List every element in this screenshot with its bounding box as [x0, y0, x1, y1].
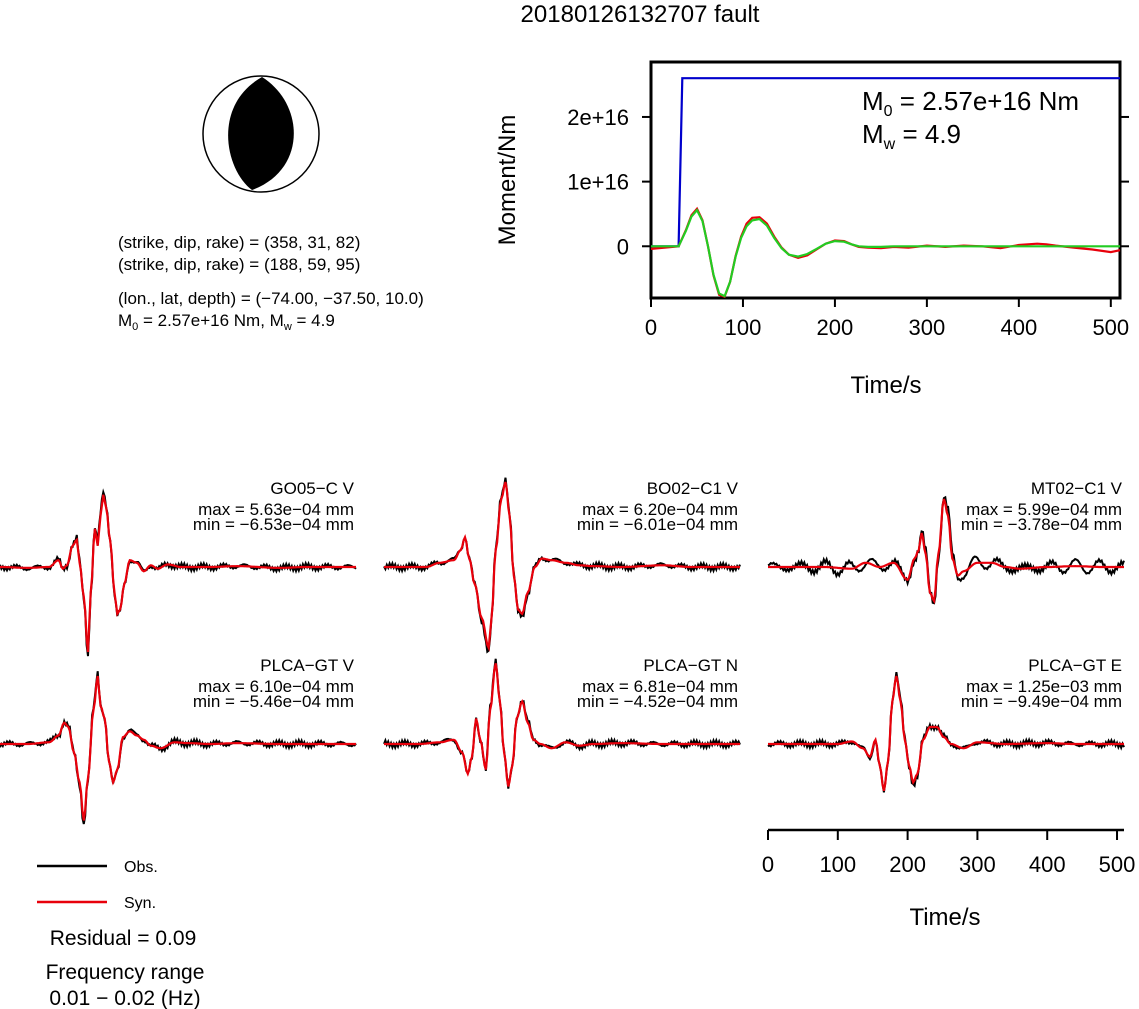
trace-min-label: min = −5.46e−04 mm — [193, 692, 354, 711]
waveform-xtick-label: 500 — [1099, 852, 1136, 877]
moment-series-line-1 — [650, 206, 1121, 299]
synthetic-waveform-line — [384, 481, 740, 652]
legend-obs-label: Obs. — [124, 859, 158, 876]
waveform-xtick-label: 100 — [819, 852, 856, 877]
legend-syn-label: Syn. — [124, 895, 156, 912]
frequency-label: Frequency range — [46, 961, 205, 984]
moment-xtick-label: 200 — [817, 315, 854, 340]
moment-ytick-label: 1e+16 — [567, 170, 629, 195]
waveform-xtick-label: 200 — [889, 852, 926, 877]
waveform-xtick-label: 300 — [959, 852, 996, 877]
trace-min-label: min = −4.52e−04 mm — [577, 692, 738, 711]
trace-max-label: max = 6.20e−04 mm — [582, 500, 738, 519]
waveform-xtick-label: 0 — [762, 852, 774, 877]
moment-xlabel: Time/s — [850, 372, 921, 399]
magnitude-text: M0 = 2.57e+16 Nm, Mw = 4.9 — [118, 311, 335, 333]
trace-max-label: max = 6.81e−04 mm — [582, 677, 738, 696]
synthetic-waveform-line — [384, 663, 740, 787]
moment-xtick-label: 500 — [1092, 315, 1129, 340]
strike-dip-rake-1: (strike, dip, rake) = (358, 31, 82) — [118, 233, 360, 252]
residual-text: Residual = 0.09 — [50, 927, 197, 950]
trace-max-label: max = 6.10e−04 mm — [198, 677, 354, 696]
moment-series-group — [650, 77, 1121, 299]
moment-xtick-label: 0 — [645, 315, 657, 340]
synthetic-waveform-line — [0, 675, 356, 821]
trace-station-label: BO02−C1 V — [647, 479, 739, 498]
strike-dip-rake-2: (strike, dip, rake) = (188, 59, 95) — [118, 255, 360, 274]
trace-max-label: max = 5.63e−04 mm — [198, 500, 354, 519]
moment-ytick-label: 2e+16 — [567, 105, 629, 130]
trace-max-label: max = 5.99e−04 mm — [966, 500, 1122, 519]
waveform-xtick-label: 400 — [1029, 852, 1066, 877]
trace-station-label: PLCA−GT N — [643, 656, 738, 675]
trace-min-label: min = −3.78e−04 mm — [961, 515, 1122, 534]
trace-station-label: PLCA−GT E — [1028, 656, 1122, 675]
trace-min-label: min = −6.53e−04 mm — [193, 515, 354, 534]
moment-xtick-label: 400 — [1000, 315, 1037, 340]
moment-mw-annotation: Mw = 4.9 — [862, 119, 961, 153]
moment-xtick-label: 100 — [725, 315, 762, 340]
beachball-icon — [202, 75, 320, 193]
synthetic-waveform-line — [768, 498, 1124, 605]
synthetic-waveform-line — [768, 675, 1124, 792]
waveform-xlabel: Time/s — [909, 904, 980, 931]
trace-station-label: PLCA−GT V — [260, 656, 354, 675]
legend: Obs. Syn. — [37, 859, 158, 912]
moment-ytick-label: 0 — [617, 234, 629, 259]
moment-panel: 0 100 200 300 400 500 0 1e+16 2e+16 Moment/Nm T… — [494, 60, 1129, 399]
moment-ylabel: Moment/Nm — [494, 115, 521, 246]
trace-min-label: min = −6.01e−04 mm — [577, 515, 738, 534]
frequency-value: 0.01 − 0.02 (Hz) — [49, 987, 200, 1009]
moment-x-axis: 0 100 200 300 400 500 — [645, 298, 1129, 340]
trace-max-label: max = 1.25e−03 mm — [966, 677, 1122, 696]
trace-station-label: MT02−C1 V — [1031, 479, 1123, 498]
figure-title: 20180126132707 fault — [521, 1, 760, 28]
moment-series-line-2 — [651, 208, 1120, 298]
moment-m0-annotation: M0 = 2.57e+16 Nm — [862, 86, 1079, 120]
synthetic-waveform-line — [0, 494, 356, 653]
moment-frame — [649, 60, 1122, 300]
moment-xtick-label: 300 — [909, 315, 946, 340]
waveform-time-axis: 0 100 200 300 400 500 — [762, 828, 1136, 877]
trace-station-label: GO05−C V — [270, 479, 354, 498]
trace-min-label: min = −9.49e−04 mm — [961, 692, 1122, 711]
moment-y-axis: 0 1e+16 2e+16 — [567, 105, 1129, 259]
location-text: (lon., lat, depth) = (−74.00, −37.50, 10… — [118, 289, 424, 308]
